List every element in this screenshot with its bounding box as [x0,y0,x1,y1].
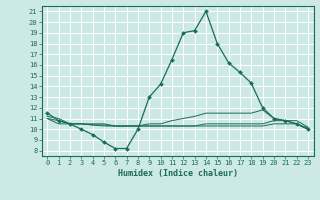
X-axis label: Humidex (Indice chaleur): Humidex (Indice chaleur) [118,169,237,178]
